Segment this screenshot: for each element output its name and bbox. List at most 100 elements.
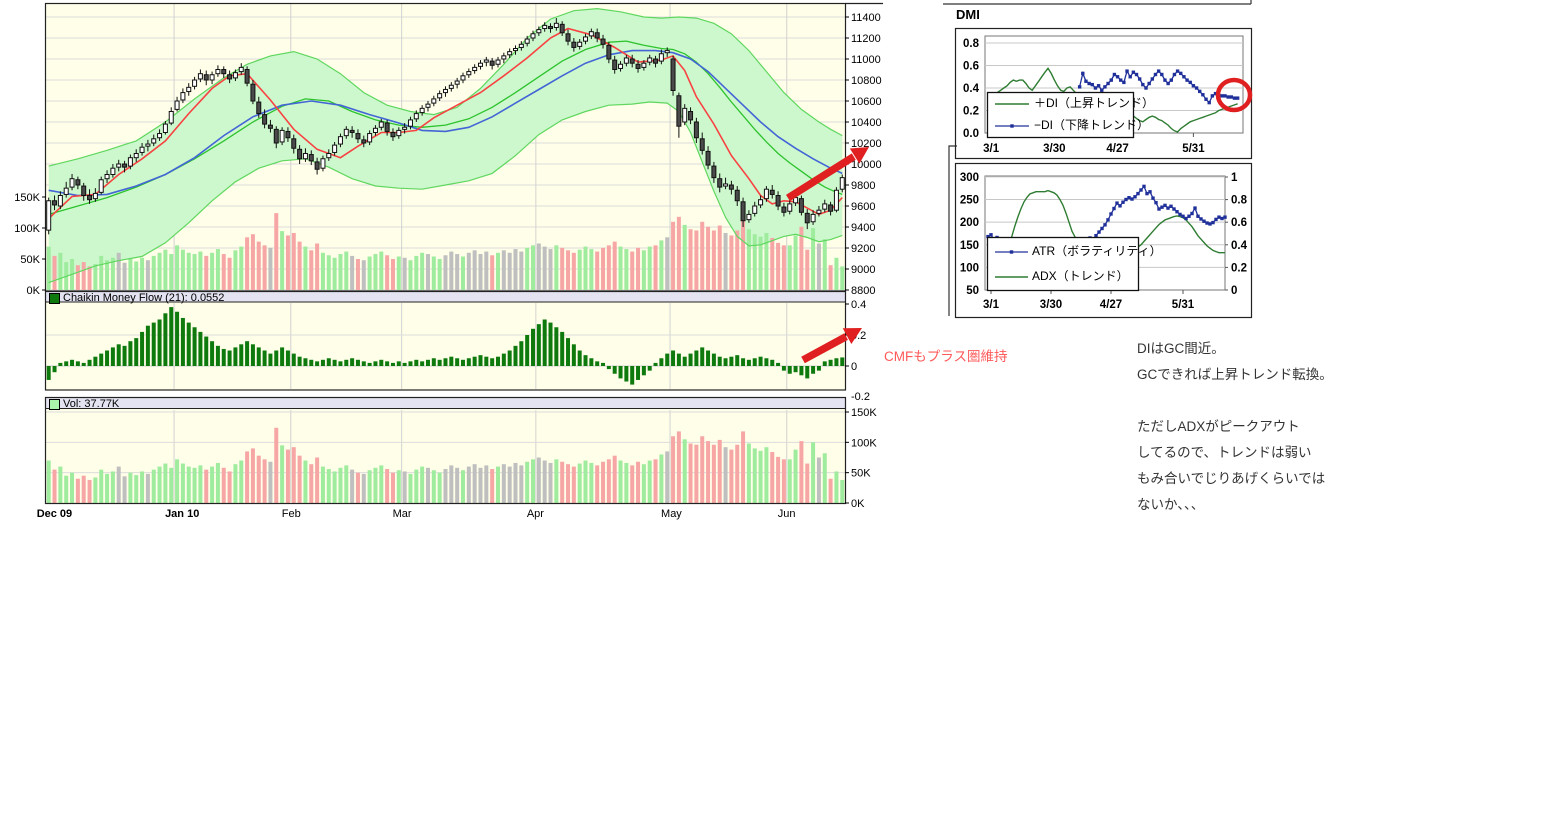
volume-bar	[285, 449, 290, 503]
volume-overlay-bar	[163, 249, 168, 290]
candle-body	[87, 195, 93, 201]
analysis-comment-line: してるので、トレンドは弱い	[1137, 445, 1312, 460]
volume-bar	[840, 479, 845, 503]
volume-bar	[700, 436, 705, 503]
volume-series-square-icon	[49, 399, 60, 410]
minus-di-marker	[1150, 77, 1155, 81]
volume-overlay-bar	[501, 250, 506, 290]
volume-bar	[326, 469, 331, 503]
volume-overlay-bar	[437, 259, 442, 290]
dmi-legend-minus-di-label: −DI（下降トレンド）	[1034, 118, 1150, 132]
price-tick-label: 11200	[851, 33, 881, 45]
analysis-comment-line	[1137, 388, 1333, 414]
volume-overlay-bar	[531, 245, 536, 290]
volume-bar	[793, 449, 798, 503]
volume-overlay-bar	[145, 260, 150, 290]
volume-bar	[105, 473, 110, 503]
volume-bar	[437, 472, 442, 503]
cmf-bar	[145, 325, 150, 366]
candle-body	[606, 44, 612, 60]
candle-body	[425, 103, 431, 108]
cmf-bar	[408, 361, 413, 366]
cmf-bar	[315, 361, 320, 366]
candle-body	[168, 111, 174, 124]
minus-di-marker	[1179, 71, 1183, 76]
candle-body	[635, 63, 641, 69]
atr-marker	[1187, 214, 1191, 218]
volume-overlay-bar	[379, 251, 384, 290]
volume-left-tick-label: 0K	[27, 285, 41, 297]
volume-overlay-bar	[221, 254, 226, 290]
atr-marker	[1208, 222, 1212, 226]
analysis-comment-line: もみ合いでじりあげくらいでは	[1137, 471, 1326, 486]
cmf-bar	[210, 341, 215, 366]
volume-overlay-bar	[822, 239, 827, 290]
candle-body	[781, 206, 787, 213]
candle-body	[133, 153, 139, 159]
adx-y-tick-label: 0.2	[1231, 262, 1247, 274]
volume-overlay-bar	[157, 252, 162, 290]
volume-bar	[268, 461, 273, 503]
candle-body	[46, 200, 52, 231]
cmf-bar	[274, 350, 279, 366]
cmf-bar	[99, 353, 104, 366]
cmf-bar	[204, 336, 209, 366]
candle-body	[787, 203, 793, 212]
minus-di-marker	[1112, 72, 1117, 77]
minus-di-marker	[1204, 97, 1208, 101]
volume-overlay-bar	[840, 266, 845, 290]
candle-body	[232, 72, 238, 79]
candle-body	[244, 69, 250, 84]
minus-di-marker	[1077, 85, 1082, 89]
cmf-bar	[647, 366, 652, 371]
volume-bar	[320, 466, 325, 503]
volume-overlay-bar	[758, 236, 763, 290]
minus-di-marker	[1131, 70, 1136, 74]
candle-body	[583, 36, 589, 42]
candle-body	[267, 124, 273, 129]
volume-bar	[466, 466, 471, 503]
minus-di-marker	[1194, 86, 1199, 90]
atr-y-tick-label: 150	[960, 240, 979, 252]
minus-di-marker	[1185, 78, 1189, 82]
volume-bar	[729, 449, 734, 503]
volume-overlay-bar	[554, 245, 559, 290]
candle-body	[361, 139, 367, 144]
volume-bar	[204, 469, 209, 503]
cmf-tick-label: 0	[851, 361, 857, 373]
cmf-bar	[455, 358, 460, 366]
volume-overlay-bar	[601, 247, 606, 290]
month-label: Jun	[778, 508, 796, 520]
cmf-bar	[787, 366, 792, 374]
cmf-bar	[46, 366, 51, 380]
candle-body	[658, 53, 664, 62]
cmf-bar	[414, 359, 419, 366]
atr-marker	[1130, 197, 1134, 201]
price-tick-label: 9000	[851, 264, 875, 276]
cmf-bar	[157, 319, 162, 366]
dmi-x-tick-label: 3/30	[1043, 143, 1065, 155]
volume-overlay-bar	[519, 251, 524, 290]
volume-overlay-bar	[122, 262, 127, 290]
price-up-arrow-head	[849, 147, 869, 164]
volume-overlay-bar	[647, 246, 652, 290]
middle-ma-line	[48, 40, 843, 216]
volume-overlay-bar	[659, 240, 664, 290]
atr-marker	[1121, 200, 1125, 204]
volume-bar	[175, 459, 180, 503]
volume-overlay-bar	[741, 216, 746, 290]
candle-body	[518, 43, 524, 48]
cmf-bar	[233, 347, 238, 366]
volume-overlay-bar	[711, 230, 716, 290]
atr-marker	[1214, 217, 1218, 222]
vol-tick-label: 0K	[851, 498, 865, 510]
volume-bar	[706, 441, 711, 503]
atr-legend-atr-marker	[1009, 250, 1014, 254]
volume-bar	[256, 455, 261, 503]
minus-di-marker	[1235, 96, 1240, 100]
minus-di-marker	[1220, 94, 1224, 98]
candle-body	[688, 111, 694, 121]
candle-body	[256, 101, 262, 115]
volume-bar	[227, 471, 232, 503]
candle-body	[203, 74, 209, 81]
